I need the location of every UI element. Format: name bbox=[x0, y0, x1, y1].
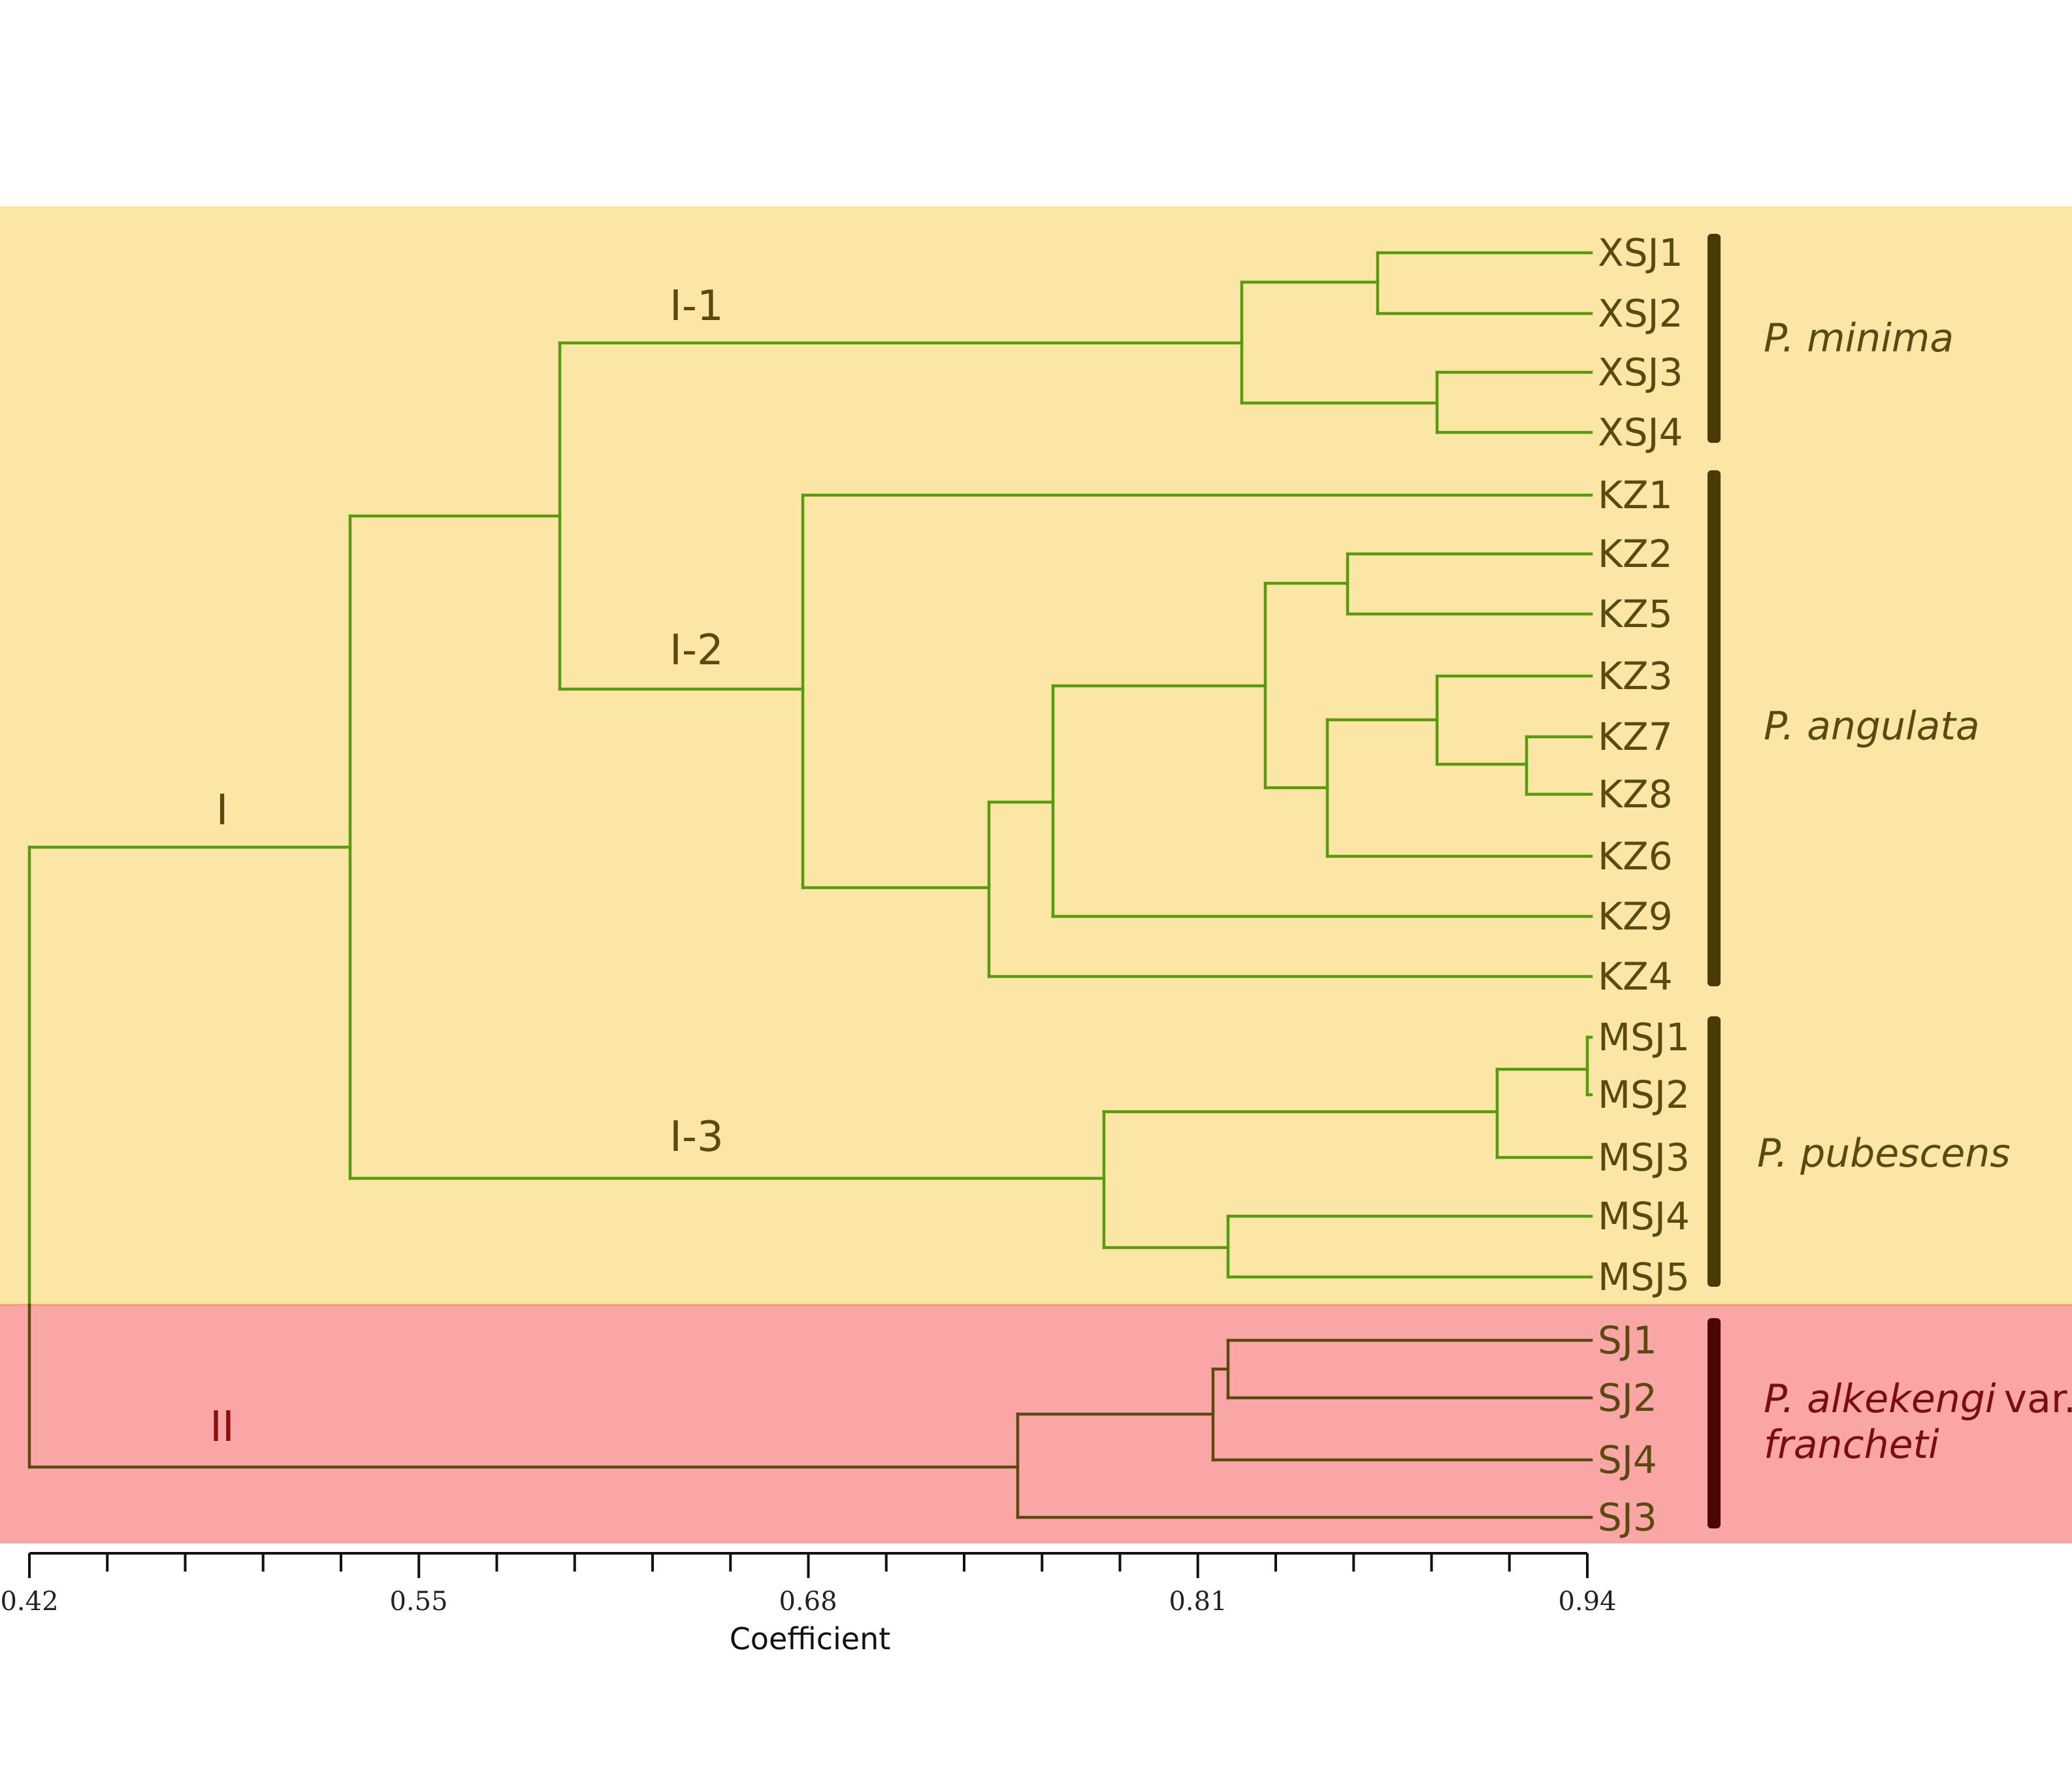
leaf-label: XSJ3 bbox=[1598, 350, 1683, 395]
leaf-label: XSJ4 bbox=[1598, 410, 1683, 455]
species-rank-var: var. bbox=[2004, 1376, 2072, 1422]
leaf-label: KZ9 bbox=[1598, 894, 1673, 939]
x-tick-label: 0.42 bbox=[0, 1587, 58, 1617]
leaf-label: XSJ2 bbox=[1598, 291, 1683, 336]
x-axis-title: Coefficient bbox=[730, 1621, 891, 1656]
leaf-label: KZ4 bbox=[1598, 954, 1673, 999]
x-tick-label: 0.81 bbox=[1169, 1587, 1227, 1617]
species-label-minima: P. minima bbox=[1764, 315, 1954, 361]
species-bar-alkekengi bbox=[1708, 1318, 1721, 1528]
leaf-label: SJ3 bbox=[1598, 1495, 1657, 1540]
leaf-label: KZ3 bbox=[1598, 654, 1673, 698]
leaf-label: SJ4 bbox=[1598, 1438, 1657, 1482]
cluster-label-ii: II bbox=[210, 1403, 235, 1451]
leaf-label: KZ1 bbox=[1598, 473, 1673, 517]
x-axis-ticks bbox=[28, 1553, 1589, 1578]
leaf-label: MSJ2 bbox=[1598, 1073, 1690, 1117]
dendrogram-branches-group-I bbox=[27, 251, 1593, 1307]
species-label-angulata: P. angulata bbox=[1764, 703, 1980, 749]
species-label-alkekengi: P. alkekengi var. bbox=[1764, 1376, 2072, 1422]
species-bar-pubescens bbox=[1708, 1016, 1721, 1287]
cluster-label-i-2: I-2 bbox=[670, 626, 724, 675]
leaf-label: MSJ1 bbox=[1598, 1015, 1690, 1059]
x-tick-label: 0.55 bbox=[389, 1587, 447, 1617]
leaf-label: KZ8 bbox=[1598, 772, 1673, 816]
cluster-label-i-3: I-3 bbox=[670, 1113, 724, 1161]
leaf-label: KZ5 bbox=[1598, 592, 1673, 636]
species-label-pubescens: P. pubescens bbox=[1757, 1131, 2011, 1176]
cluster-label-i-1: I-1 bbox=[670, 282, 724, 331]
group-II-band bbox=[0, 1305, 2072, 1543]
leaf-label: KZ6 bbox=[1598, 834, 1673, 879]
dendrogram-branches-group-II bbox=[27, 1303, 1593, 1519]
leaf-labels: XSJ1 XSJ2 XSJ3 XSJ4 KZ1 KZ2 KZ5 KZ3 KZ7 … bbox=[1598, 231, 1690, 1540]
leaf-label: XSJ1 bbox=[1598, 231, 1683, 275]
leaf-label: MSJ3 bbox=[1598, 1135, 1690, 1180]
leaf-label: MSJ5 bbox=[1598, 1255, 1690, 1299]
leaf-label: KZ2 bbox=[1598, 532, 1673, 576]
cluster-label-i: I bbox=[216, 786, 229, 835]
leaf-label: SJ2 bbox=[1598, 1376, 1657, 1420]
leaf-label: SJ1 bbox=[1598, 1318, 1657, 1363]
leaf-label: MSJ4 bbox=[1598, 1194, 1690, 1238]
species-label-francheti: francheti bbox=[1764, 1422, 1939, 1468]
x-tick-label: 0.68 bbox=[779, 1587, 837, 1617]
species-name-alkekengi: P. alkekengi bbox=[1764, 1376, 1996, 1422]
species-bar-minima bbox=[1708, 234, 1721, 443]
species-bars bbox=[1708, 234, 1721, 1528]
species-bar-angulata bbox=[1708, 470, 1721, 986]
group-I-band bbox=[0, 206, 2072, 1305]
leaf-label: KZ7 bbox=[1598, 715, 1673, 759]
x-tick-label: 0.94 bbox=[1558, 1587, 1616, 1617]
